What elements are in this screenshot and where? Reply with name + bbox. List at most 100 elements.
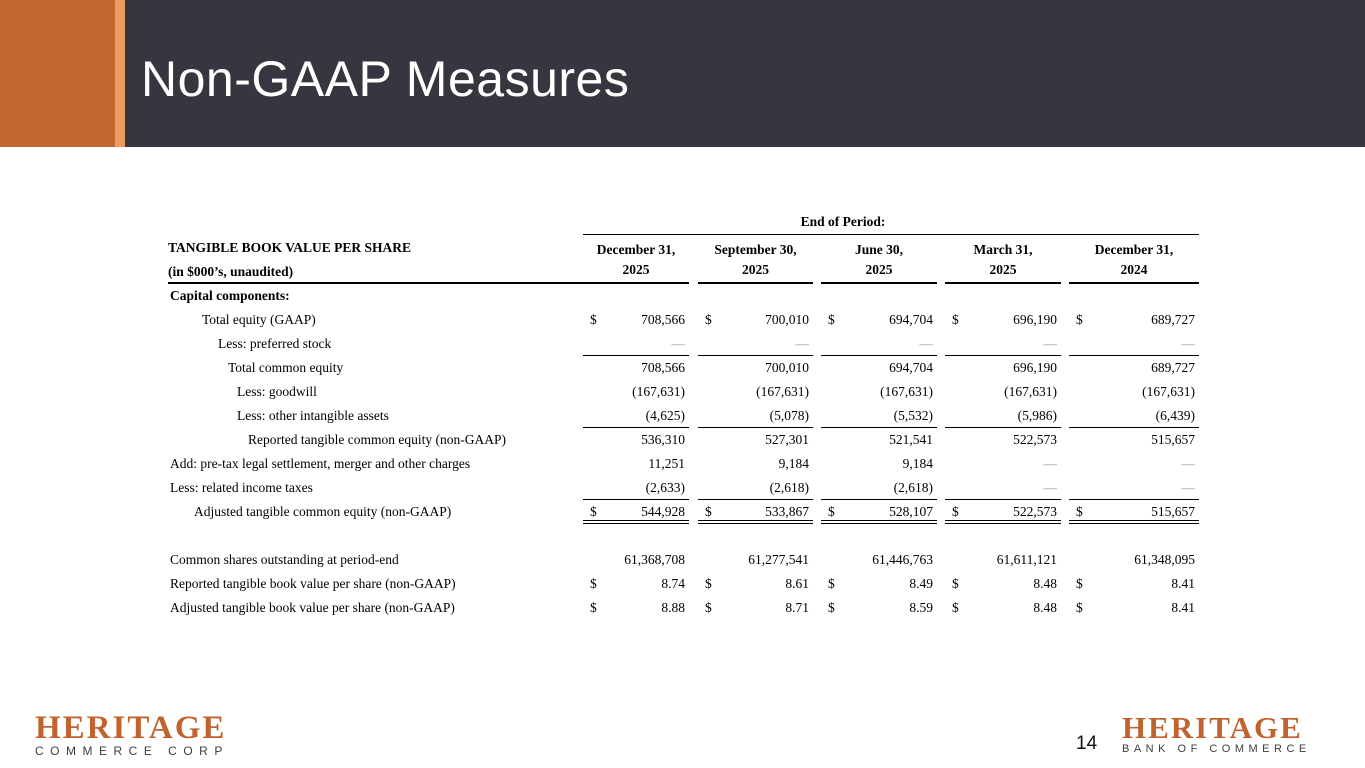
table-cell: 61,368,708 [583, 548, 689, 572]
cell-value: (5,532) [893, 408, 933, 423]
cell-value: 527,301 [765, 432, 809, 447]
column-header: December 31, 2024 [1069, 235, 1199, 284]
cell-value: — [1181, 336, 1196, 351]
table-cell: $522,573 [945, 500, 1061, 524]
cell-value: 694,704 [889, 360, 933, 375]
accent-orange-stripe [115, 0, 125, 147]
cell-value: — [1181, 456, 1196, 471]
table-cell: (2,633) [583, 476, 689, 500]
table-cell: 694,704 [821, 356, 937, 380]
logo-wordmark: HERITAGE [1122, 710, 1303, 745]
table-cell: $689,727 [1069, 308, 1199, 332]
dollar-sign: $ [1076, 600, 1083, 615]
cell-value: (167,631) [880, 384, 933, 399]
table-cell: (167,631) [821, 380, 937, 404]
cell-value: — [1043, 456, 1058, 471]
dollar-sign: $ [590, 312, 597, 327]
row-label: Less: other intangible assets [237, 408, 389, 423]
table-cell: $694,704 [821, 308, 937, 332]
table-header: TANGIBLE BOOK VALUE PER SHARE (in $000’s… [168, 212, 1199, 284]
table-row: Less: goodwill (167,631) (167,631) (167,… [168, 380, 1199, 404]
dollar-sign: $ [952, 312, 959, 327]
cell-value: — [795, 336, 810, 351]
column-month: December 31, [596, 242, 676, 257]
dollar-sign: $ [705, 600, 712, 615]
cell-value: 700,010 [765, 360, 809, 375]
table-cell: $528,107 [821, 500, 937, 524]
dollar-sign: $ [1076, 312, 1083, 327]
cell-value: 515,657 [1151, 504, 1195, 519]
column-header: June 30, 2025 [821, 235, 937, 284]
column-year: 2024 [1120, 262, 1148, 277]
table-row: Less: preferred stock — — — — — [168, 332, 1199, 356]
table-cell: (6,439) [1069, 404, 1199, 428]
table-cell: 9,184 [821, 452, 937, 476]
row-label: Adjusted tangible common equity (non-GAA… [194, 504, 452, 519]
accent-orange-block [0, 0, 115, 147]
table-cell: 689,727 [1069, 356, 1199, 380]
cell-value: 8.49 [909, 576, 933, 591]
row-label: Capital components: [170, 288, 290, 303]
cell-value: 8.71 [785, 600, 809, 615]
cell-value: 544,928 [641, 504, 685, 519]
column-month: June 30, [854, 242, 903, 257]
table-cell: 527,301 [698, 428, 813, 452]
table-cell: — [821, 332, 937, 356]
table-cell: 522,573 [945, 428, 1061, 452]
cell-value: 521,541 [889, 432, 933, 447]
dollar-sign: $ [705, 504, 712, 519]
column-year: 2025 [622, 262, 650, 277]
cell-value: 8.41 [1171, 576, 1195, 591]
table-cell: (2,618) [698, 476, 813, 500]
column-month: March 31, [973, 242, 1033, 257]
cell-value: 8.88 [661, 600, 685, 615]
row-label: Total equity (GAAP) [202, 312, 316, 327]
table-cell: $8.49 [821, 572, 937, 596]
spacer-row [168, 524, 1199, 548]
row-label: Less: goodwill [237, 384, 317, 399]
table-cell: $696,190 [945, 308, 1061, 332]
cell-value: (6,439) [1155, 408, 1195, 423]
cell-value: (167,631) [756, 384, 809, 399]
table-cell: $8.61 [698, 572, 813, 596]
table-cell: (167,631) [1069, 380, 1199, 404]
row-label: Reported tangible common equity (non-GAA… [248, 432, 506, 447]
row-label: Less: related income taxes [170, 480, 313, 495]
dollar-sign: $ [590, 600, 597, 615]
table-cell: (5,532) [821, 404, 937, 428]
cell-value: 8.74 [661, 576, 685, 591]
cell-value: 61,446,763 [872, 552, 933, 567]
column-year: 2025 [865, 262, 893, 277]
cell-value: 700,010 [765, 312, 809, 327]
heritage-commerce-corp-logo: HERITAGE COMMERCE CORP [35, 712, 229, 759]
table-cell: $8.48 [945, 596, 1061, 620]
table-row: Reported tangible common equity (non-GAA… [168, 428, 1199, 452]
end-of-period-label: End of Period: [583, 212, 1199, 235]
cell-value: (2,618) [893, 480, 933, 495]
cell-value: 8.48 [1033, 600, 1057, 615]
cell-value: 522,573 [1013, 432, 1057, 447]
dollar-sign: $ [952, 600, 959, 615]
cell-value: 8.59 [909, 600, 933, 615]
cell-value: 11,251 [648, 456, 685, 471]
cell-value: — [1181, 480, 1196, 495]
table-cell: 536,310 [583, 428, 689, 452]
cell-value: 689,727 [1151, 312, 1195, 327]
logo-subtitle: BANK OF COMMERCE [1122, 743, 1311, 755]
table-cell: 521,541 [821, 428, 937, 452]
table-row: Capital components: [168, 284, 1199, 308]
cell-value: 696,190 [1013, 312, 1057, 327]
period-columns-header: End of Period: December 31, 2025 Septemb… [583, 212, 1199, 284]
row-label: Common shares outstanding at period-end [170, 552, 399, 567]
dollar-sign: $ [1076, 504, 1083, 519]
table-cell: — [698, 332, 813, 356]
cell-value: 515,657 [1151, 432, 1195, 447]
cell-value: — [919, 336, 934, 351]
table-cell: $8.74 [583, 572, 689, 596]
cell-value: 8.48 [1033, 576, 1057, 591]
dollar-sign: $ [828, 504, 835, 519]
table-row: Less: other intangible assets (4,625) (5… [168, 404, 1199, 428]
table-cell: $8.41 [1069, 596, 1199, 620]
dollar-sign: $ [828, 600, 835, 615]
cell-value: (5,986) [1017, 408, 1057, 423]
